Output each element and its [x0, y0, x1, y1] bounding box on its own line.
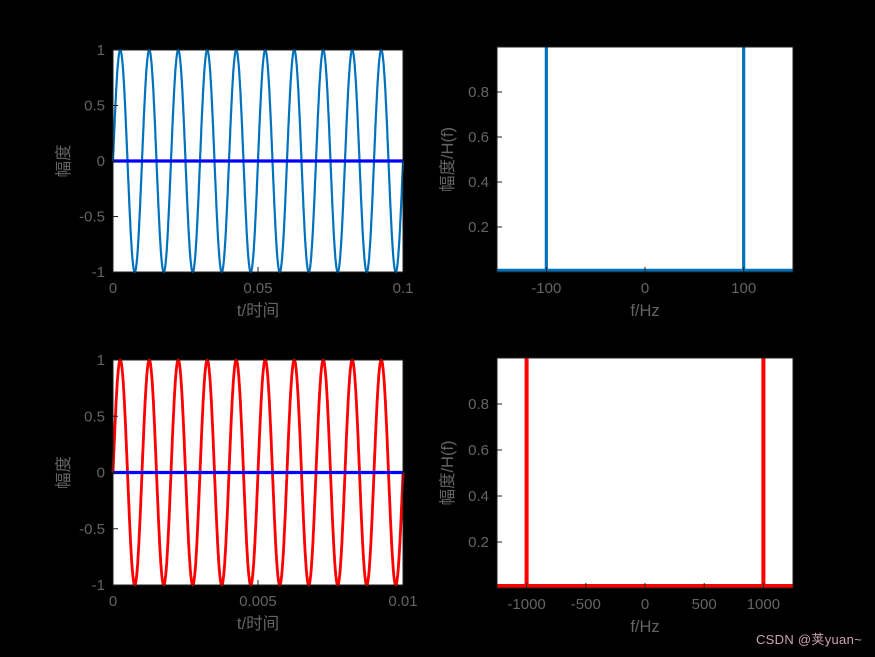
- y-tick-label: 0: [97, 153, 105, 170]
- signal-100hz-time-svg: 0 0.05 0.1 1 0.5 0 -0.5 -1 t/时间 幅度: [54, 42, 414, 320]
- x-tick-label: -100: [531, 280, 561, 297]
- x-axis-label: f/Hz: [630, 302, 659, 320]
- x-tick-label: 0: [641, 280, 649, 297]
- y-tick-label: 0.5: [84, 408, 105, 425]
- x-axis-label: f/Hz: [630, 618, 659, 636]
- y-tick-label: 0.8: [468, 396, 489, 413]
- y-tick-label: -1: [92, 577, 105, 594]
- y-axis-label: 幅度: [54, 456, 73, 489]
- x-tick-label: 0: [109, 593, 117, 610]
- subplot-spectrum-1000hz: -1000 -500 0 500 1000 0.2 0.4 0.6 0.8 f/Hz 幅度/H(f): [420, 338, 860, 657]
- spectrum-1000hz-svg: -1000 -500 0 500 1000 0.2 0.4 0.6 0.8 f/Hz 幅度/H(f): [438, 357, 794, 636]
- x-tick-label: 100: [731, 280, 756, 297]
- x-tick-label: 1000: [747, 596, 780, 613]
- y-axis-label: 幅度/H(f): [438, 127, 457, 192]
- y-tick-label: -0.5: [79, 521, 105, 538]
- x-tick-label: -1000: [507, 596, 545, 613]
- y-tick-label: 0: [97, 465, 105, 482]
- y-tick-label: 0.2: [468, 534, 489, 551]
- x-axis-label: t/时间: [237, 301, 279, 320]
- y-tick-label: 0.8: [468, 84, 489, 101]
- spectrum-100hz-svg: -100 0 100 0.2 0.4 0.6 0.8 f/Hz 幅度/H(f): [438, 46, 794, 320]
- y-tick-label: 0.2: [468, 219, 489, 236]
- y-tick-label: 0.4: [468, 488, 489, 505]
- y-tick-label: 0.6: [468, 442, 489, 459]
- y-tick-label: 1: [97, 352, 105, 369]
- x-tick-label: 0: [109, 280, 117, 297]
- subplot-time-100hz: 0 0.05 0.1 1 0.5 0 -0.5 -1 t/时间 幅度: [33, 28, 433, 340]
- y-tick-label: -1: [92, 264, 105, 281]
- subplot-time-1000hz: 0 0.005 0.01 1 0.5 0 -0.5 -1 t/时间 幅度: [33, 338, 433, 657]
- signal-1000hz-time-svg: 0 0.005 0.01 1 0.5 0 -0.5 -1 t/时间 幅度: [54, 352, 418, 633]
- x-tick-label: -500: [571, 596, 601, 613]
- y-tick-label: 1: [97, 42, 105, 59]
- x-tick-label: 0.01: [388, 593, 417, 610]
- x-axis-label: t/时间: [237, 614, 279, 633]
- plot-area: [497, 47, 793, 272]
- y-tick-label: 0.6: [468, 129, 489, 146]
- x-tick-label: 0.1: [393, 280, 414, 297]
- x-tick-label: 0.05: [243, 280, 272, 297]
- plot-area: [497, 358, 793, 588]
- watermark: CSDN @荚yuan~: [755, 632, 862, 647]
- y-tick-label: 0.5: [84, 98, 105, 115]
- subplot-spectrum-100hz: -100 0 100 0.2 0.4 0.6 0.8 f/Hz 幅度/H(f): [420, 28, 860, 340]
- y-tick-label: -0.5: [79, 209, 105, 226]
- x-tick-label: 0.005: [239, 593, 277, 610]
- x-tick-label: 0: [641, 596, 649, 613]
- y-axis-label: 幅度/H(f): [438, 440, 457, 505]
- x-tick-label: 500: [692, 596, 717, 613]
- y-axis-label: 幅度: [54, 145, 73, 178]
- y-tick-label: 0.4: [468, 174, 489, 191]
